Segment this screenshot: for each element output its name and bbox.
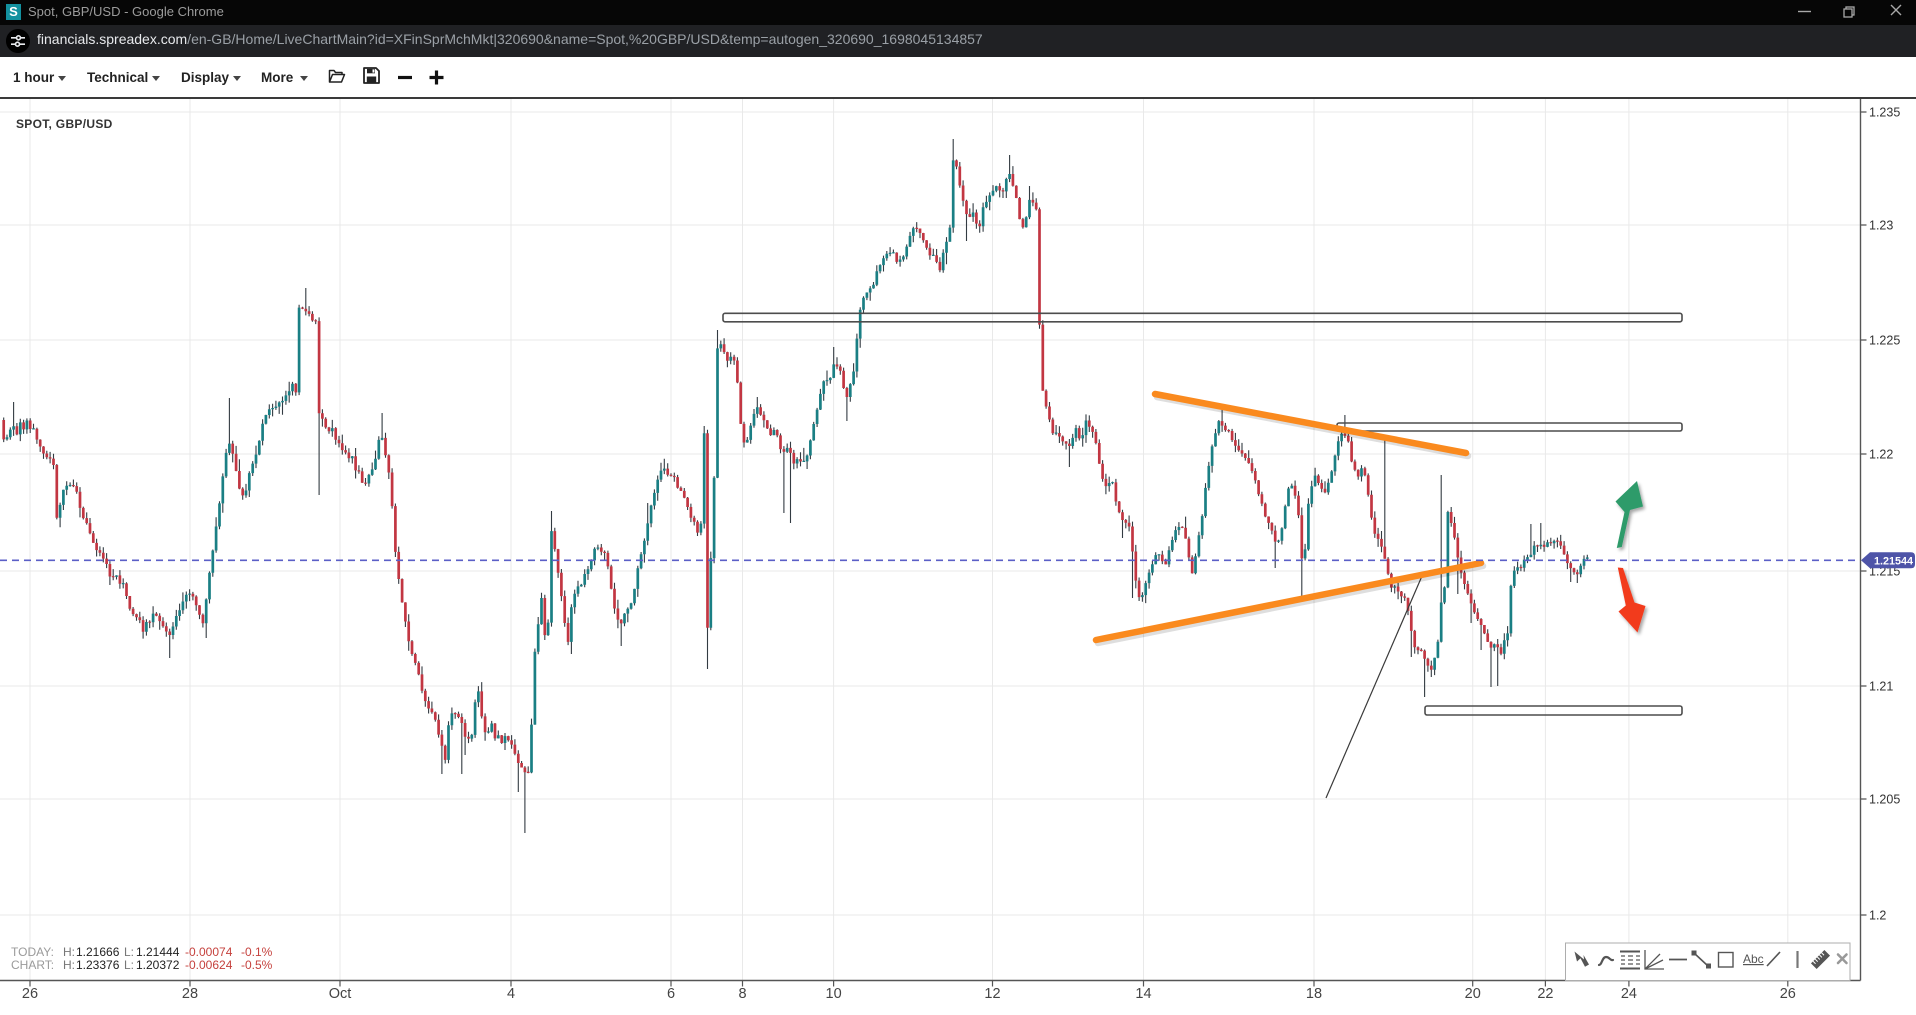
svg-text:10: 10 bbox=[826, 986, 842, 1002]
svg-text:18: 18 bbox=[1306, 986, 1322, 1002]
svg-text:1.23: 1.23 bbox=[1869, 219, 1893, 233]
svg-text:L:: L: bbox=[124, 958, 134, 972]
svg-text:1.22: 1.22 bbox=[1869, 448, 1893, 462]
svg-text:28: 28 bbox=[182, 986, 198, 1002]
svg-text:1.205: 1.205 bbox=[1869, 793, 1900, 807]
svg-text:12: 12 bbox=[984, 986, 1000, 1002]
svg-text:1.225: 1.225 bbox=[1869, 334, 1900, 348]
svg-text:H:: H: bbox=[63, 958, 75, 972]
svg-text:H:: H: bbox=[63, 945, 75, 959]
svg-text:Oct: Oct bbox=[329, 986, 352, 1002]
svg-text:24: 24 bbox=[1621, 986, 1637, 1002]
svg-text:1.23376: 1.23376 bbox=[76, 958, 120, 972]
svg-text:-0.00624: -0.00624 bbox=[185, 958, 233, 972]
svg-text:1.21544: 1.21544 bbox=[1874, 556, 1913, 568]
svg-text:1.20372: 1.20372 bbox=[136, 958, 180, 972]
svg-text:SPOT, GBP/USD: SPOT, GBP/USD bbox=[16, 117, 113, 131]
svg-text:Abc: Abc bbox=[1743, 952, 1764, 966]
svg-text:4: 4 bbox=[507, 986, 515, 1002]
svg-text:L:: L: bbox=[124, 945, 134, 959]
svg-text:8: 8 bbox=[738, 986, 746, 1002]
svg-text:20: 20 bbox=[1465, 986, 1481, 1002]
svg-text:22: 22 bbox=[1537, 986, 1553, 1002]
svg-text:1.21666: 1.21666 bbox=[76, 945, 120, 959]
svg-text:1.21: 1.21 bbox=[1869, 680, 1893, 694]
svg-text:-0.1%: -0.1% bbox=[241, 945, 273, 959]
svg-text:6: 6 bbox=[667, 986, 675, 1002]
svg-text:26: 26 bbox=[22, 986, 38, 1002]
svg-text:14: 14 bbox=[1135, 986, 1151, 1002]
svg-text:CHART:: CHART: bbox=[11, 958, 54, 972]
svg-text:1.2: 1.2 bbox=[1869, 909, 1886, 923]
svg-text:-0.00074: -0.00074 bbox=[185, 945, 233, 959]
svg-text:1.21444: 1.21444 bbox=[136, 945, 180, 959]
svg-text:TODAY:: TODAY: bbox=[11, 945, 54, 959]
svg-text:-0.5%: -0.5% bbox=[241, 958, 273, 972]
svg-text:26: 26 bbox=[1780, 986, 1796, 1002]
svg-text:1.235: 1.235 bbox=[1869, 106, 1900, 120]
